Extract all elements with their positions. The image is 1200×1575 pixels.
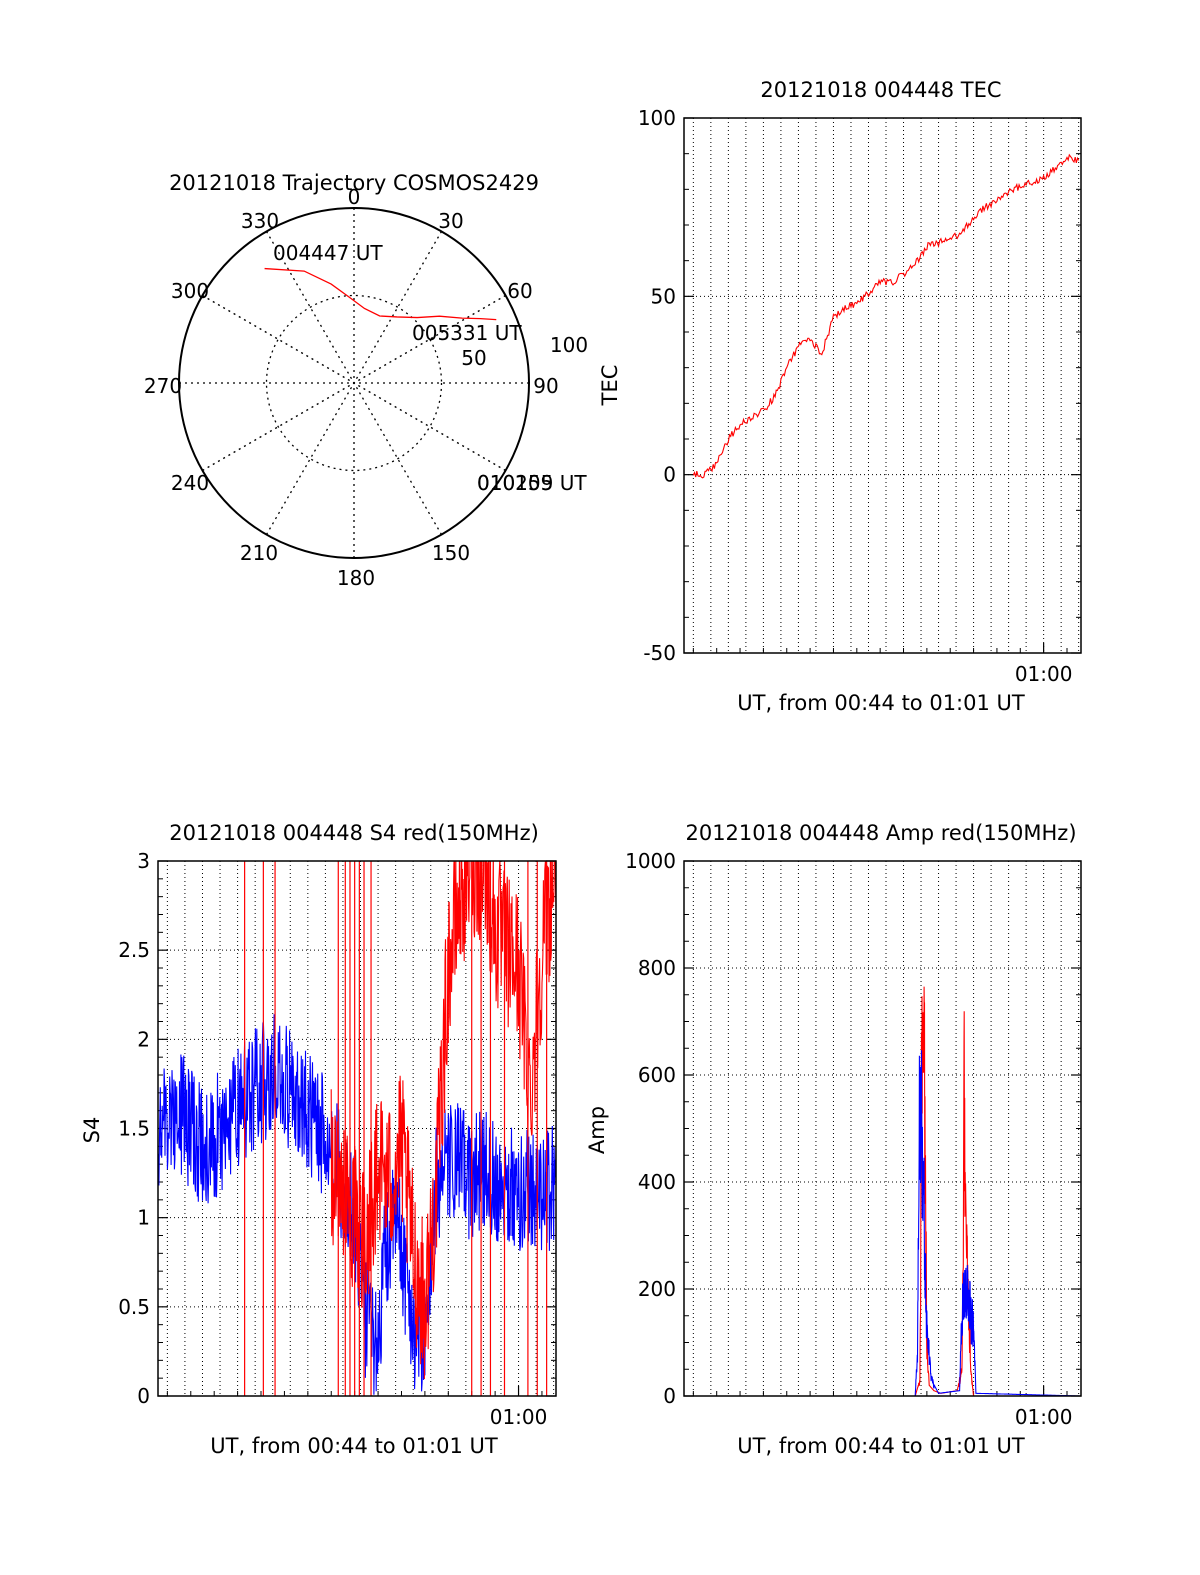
polar-track-line [264,267,497,321]
y-tick-label: 0 [137,1384,150,1408]
polar-angle-label: 240 [171,471,209,495]
y-tick-label: 0 [663,463,676,487]
polar-chart-title: 20121018 Trajectory COSMOS2429 [169,171,539,195]
track-mid-label: 005331 UT [412,321,522,345]
y-tick-label: 1 [137,1206,150,1230]
polar-angle-label: 180 [337,566,375,590]
x-tick-label: 01:00 [1015,662,1073,686]
amp-y-axis-label: Amp [585,1106,609,1154]
track-end-label: 010159 UT [477,471,587,495]
polar-angle-label: 0 [348,185,361,209]
plot-frame [157,860,557,1397]
s4-chart-title: 20121018 004448 S4 red(150MHz) [169,821,539,845]
series-layer [692,153,1080,479]
s4-x-axis-label: UT, from 00:44 to 01:01 UT [210,1434,498,1458]
amp-plot-area: 0 200 400 600 800 1000 01:00 [625,849,1082,1429]
s4-chart-panel: 20121018 004448 S4 red(150MHz) S4 UT, fr… [80,821,557,1458]
tec-chart-panel: 20121018 004448 TEC TEC UT, from 00:44 t… [598,78,1082,715]
polar-angle-label: 60 [507,279,532,303]
series-line-red [684,986,1081,1396]
y-tick-label: 1000 [625,849,676,873]
series-line-red [330,861,556,1380]
y-tick-label: 600 [638,1063,676,1087]
y-tick-label: 200 [638,1277,676,1301]
series-line-red [692,153,1080,479]
x-tick-label: 01:00 [1015,1405,1073,1429]
series-layer [684,986,1081,1396]
polar-angle-label: 300 [171,279,209,303]
track-end-label-overlap: 010205 [477,471,553,495]
series-line-blue [684,1050,1081,1396]
y-tick-label: 0.5 [118,1295,150,1319]
polar-angle-label: 210 [240,541,278,565]
polar-spoke-line [265,231,443,535]
polar-radial-label: 100 [550,333,588,357]
polar-angle-label: 30 [438,209,463,233]
y-tick-label: 0 [663,1384,676,1408]
y-tick-label: 2.5 [118,938,150,962]
tec-chart-title: 20121018 004448 TEC [760,78,1001,102]
y-tick-label: -50 [643,641,676,665]
tec-y-axis-label: TEC [598,365,622,407]
polar-angle-label: 150 [432,541,470,565]
polar-trajectory-panel: 20121018 Trajectory COSMOS2429 0 30 60 90 15… [144,171,588,590]
y-tick-label: 1.5 [118,1117,150,1141]
amp-x-axis-label: UT, from 00:44 to 01:01 UT [737,1434,1025,1458]
y-tick-label: 800 [638,956,676,980]
s4-plot-area: 0 0.5 1 1.5 2 2.5 3 01:00 [118,849,557,1429]
y-tick-label: 100 [638,106,676,130]
track-start-label: 004447 UT [273,241,383,265]
polar-angle-label: 270 [144,374,182,398]
polar-grid [178,207,530,559]
y-tick-label: 400 [638,1170,676,1194]
x-tick-label: 01:00 [490,1405,548,1429]
polar-inner-circle [265,294,443,472]
tec-x-axis-label: UT, from 00:44 to 01:01 UT [737,691,1025,715]
tec-plot-area: -50 0 50 100 01:00 [638,106,1082,686]
s4-y-axis-label: S4 [80,1117,104,1144]
y-tick-label: 50 [651,284,676,308]
polar-radial-label: 50 [461,346,486,370]
polar-angle-label: 330 [241,209,279,233]
series-layer [158,861,556,1396]
amp-chart-title: 20121018 004448 Amp red(150MHz) [685,821,1076,845]
polar-angle-labels: 0 30 60 90 150 180 210 240 270 300 330 [144,185,559,590]
plot-frame [683,860,1082,1397]
polar-track-layer [264,267,497,321]
polar-angle-label: 90 [533,374,558,398]
amp-chart-panel: 20121018 004448 Amp red(150MHz) Amp UT, … [585,821,1082,1458]
polar-radial-labels: 50 100 [461,333,588,370]
plot-frame [683,117,1082,654]
y-tick-label: 3 [137,849,150,873]
y-tick-label: 2 [137,1027,150,1051]
